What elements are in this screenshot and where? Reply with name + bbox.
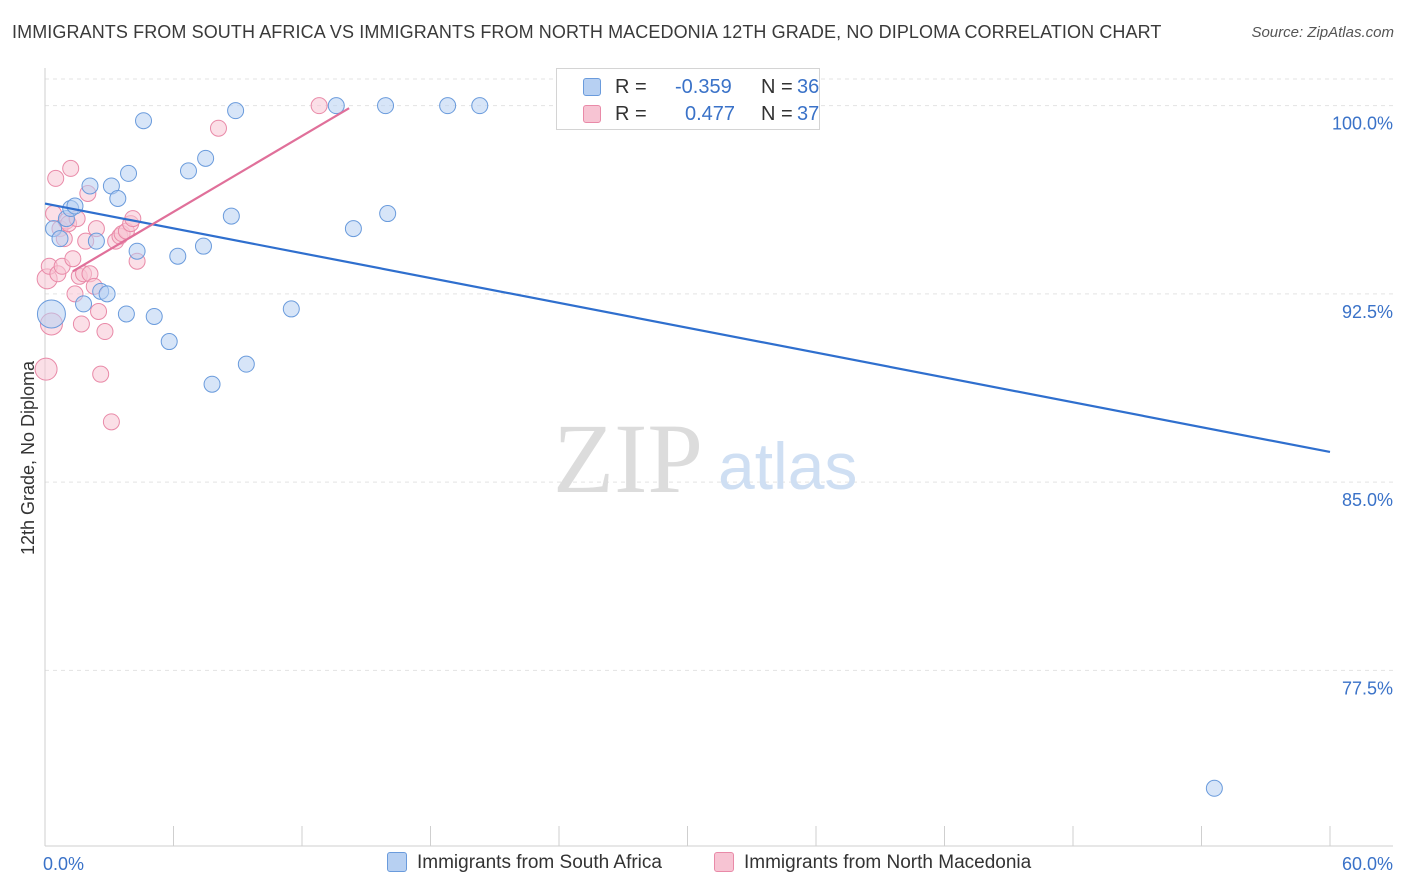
- bottom-legend-south-africa: Immigrants from South Africa: [387, 852, 662, 874]
- tick-labels: 100.0% 92.5% 85.0% 77.5% 0.0% 60.0%: [43, 114, 1393, 874]
- south-africa-point: [145, 307, 163, 325]
- legend-n-value: 37: [797, 103, 820, 125]
- bottom-legend-swatch-blue: [387, 852, 407, 872]
- south-africa-point: [51, 230, 69, 248]
- south-africa-point: [282, 300, 300, 318]
- south-africa-point: [197, 149, 215, 167]
- bottom-legend-swatch-pink: [714, 852, 734, 872]
- south-africa-point: [75, 295, 93, 313]
- legend-r-value: -0.359: [675, 76, 732, 98]
- y-tick-label: 92.5%: [1342, 302, 1393, 322]
- legend-r-label: R =: [615, 103, 647, 125]
- legend-swatch-blue: [583, 78, 601, 96]
- y-tick-label: 77.5%: [1342, 678, 1393, 698]
- y-axis-title: 12th Grade, No Diploma: [18, 360, 38, 555]
- south-africa-point: [222, 207, 240, 225]
- north-macedonia-point: [209, 119, 227, 137]
- south-africa-point: [36, 299, 66, 329]
- south-africa-point: [160, 333, 178, 351]
- south-africa-point: [66, 197, 84, 215]
- south-africa-point: [344, 220, 362, 238]
- north-macedonia-point: [90, 302, 108, 320]
- bottom-legend-label: Immigrants from North Macedonia: [744, 852, 1032, 873]
- north-macedonia-point: [310, 97, 328, 115]
- south-africa-trend-line: [44, 202, 1331, 454]
- north-macedonia-point: [92, 365, 110, 383]
- south-africa-point: [81, 177, 99, 195]
- south-africa-point: [120, 164, 138, 182]
- axes: [44, 68, 1393, 847]
- correlation-legend: R = -0.359 N = 36 R = 0.477 N = 37: [556, 68, 820, 130]
- x-tick-label: 60.0%: [1342, 854, 1393, 874]
- north-macedonia-trend-line: [72, 107, 350, 273]
- legend-n-label: N =: [761, 103, 793, 125]
- y-tick-label: 100.0%: [1332, 114, 1393, 134]
- north-macedonia-point: [47, 169, 65, 187]
- watermark-zip: ZIP: [553, 403, 703, 514]
- south-africa-point: [377, 97, 395, 115]
- north-macedonia-point: [96, 323, 114, 341]
- legend-n-label: N =: [761, 76, 793, 98]
- south-africa-point: [327, 97, 345, 115]
- legend-swatch-pink: [583, 105, 601, 123]
- blue-points: [36, 97, 1223, 797]
- south-africa-point: [135, 112, 153, 130]
- watermark-atlas: atlas: [718, 429, 857, 503]
- south-africa-point: [194, 237, 212, 255]
- legend-n-value: 36: [797, 76, 820, 98]
- south-africa-point: [87, 232, 105, 250]
- south-africa-point: [1205, 779, 1223, 797]
- source-label: Source: ZipAtlas.com: [1251, 24, 1394, 41]
- south-africa-point: [169, 247, 187, 265]
- south-africa-point: [439, 97, 457, 115]
- north-macedonia-point: [72, 315, 90, 333]
- south-africa-point: [237, 355, 255, 373]
- watermark: ZIP atlas: [553, 403, 857, 514]
- south-africa-point: [98, 285, 116, 303]
- legend-r-value: 0.477: [685, 103, 736, 125]
- chart-title: IMMIGRANTS FROM SOUTH AFRICA VS IMMIGRAN…: [12, 22, 1162, 42]
- north-macedonia-point: [64, 250, 82, 268]
- trend-lines: [44, 107, 1331, 454]
- y-tick-label: 85.0%: [1342, 490, 1393, 510]
- south-africa-point: [379, 205, 397, 223]
- south-africa-point: [179, 162, 197, 180]
- south-africa-point: [471, 97, 489, 115]
- north-macedonia-point: [34, 357, 58, 381]
- south-africa-point: [227, 102, 245, 120]
- south-africa-point: [109, 190, 127, 208]
- north-macedonia-point: [62, 159, 80, 177]
- south-africa-point: [203, 375, 221, 393]
- south-africa-point: [117, 305, 135, 323]
- x-tick-label: 0.0%: [43, 854, 84, 874]
- north-macedonia-point: [102, 413, 120, 431]
- bottom-legend-north-macedonia: Immigrants from North Macedonia: [714, 852, 1031, 874]
- south-africa-point: [128, 242, 146, 260]
- legend-r-label: R =: [615, 76, 647, 98]
- bottom-legend-label: Immigrants from South Africa: [417, 852, 662, 873]
